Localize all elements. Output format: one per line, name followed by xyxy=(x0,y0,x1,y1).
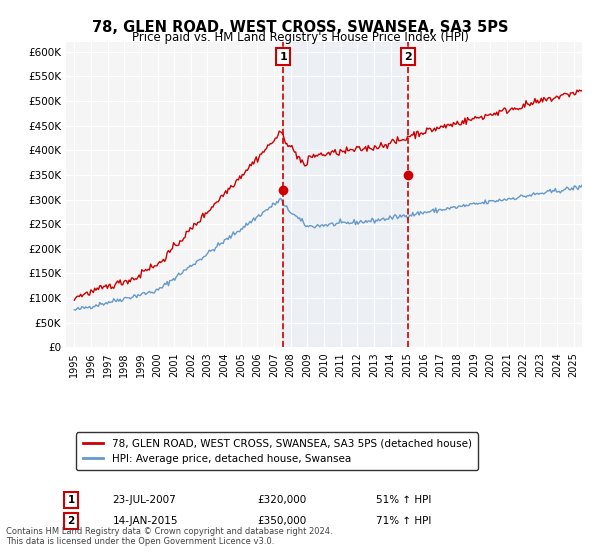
Text: £350,000: £350,000 xyxy=(257,516,306,526)
Text: 23-JUL-2007: 23-JUL-2007 xyxy=(112,495,176,505)
Text: 1: 1 xyxy=(280,52,287,62)
Text: 51% ↑ HPI: 51% ↑ HPI xyxy=(376,495,431,505)
Text: 2: 2 xyxy=(68,516,75,526)
Text: 1: 1 xyxy=(68,495,75,505)
Legend: 78, GLEN ROAD, WEST CROSS, SWANSEA, SA3 5PS (detached house), HPI: Average price: 78, GLEN ROAD, WEST CROSS, SWANSEA, SA3 … xyxy=(76,432,478,470)
Text: Contains HM Land Registry data © Crown copyright and database right 2024.
This d: Contains HM Land Registry data © Crown c… xyxy=(6,526,332,546)
Text: 71% ↑ HPI: 71% ↑ HPI xyxy=(376,516,431,526)
Text: Price paid vs. HM Land Registry's House Price Index (HPI): Price paid vs. HM Land Registry's House … xyxy=(131,31,469,44)
Text: 2: 2 xyxy=(404,52,412,62)
Text: £320,000: £320,000 xyxy=(257,495,306,505)
Bar xyxy=(283,42,408,347)
Text: 14-JAN-2015: 14-JAN-2015 xyxy=(112,516,178,526)
Text: 78, GLEN ROAD, WEST CROSS, SWANSEA, SA3 5PS: 78, GLEN ROAD, WEST CROSS, SWANSEA, SA3 … xyxy=(92,20,508,35)
